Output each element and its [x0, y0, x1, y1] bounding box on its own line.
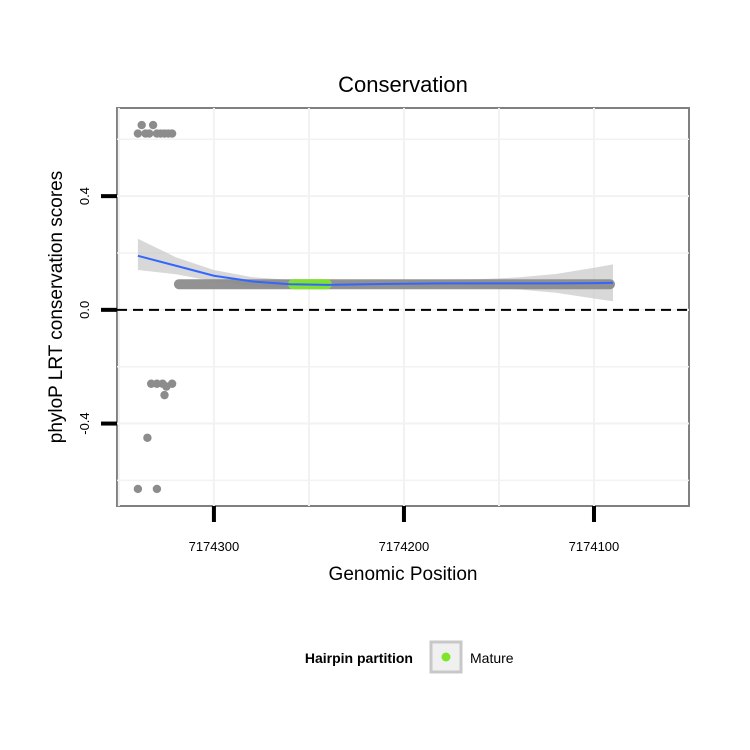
data-point [167, 129, 177, 138]
data-point [133, 484, 143, 494]
data-point [133, 129, 143, 138]
x-tick-label: 7174200 [379, 539, 430, 554]
y-tick-label: 0.0 [77, 301, 92, 319]
x-tick-label: 7174300 [189, 539, 240, 554]
chart-title: Conservation [338, 72, 468, 97]
data-points [133, 120, 177, 494]
smooth-line-path [137, 254, 614, 286]
y-tick-label: 0.4 [77, 187, 92, 205]
data-point [152, 484, 162, 494]
legend-title: Hairpin partition [305, 650, 413, 666]
data-point [167, 379, 177, 388]
smooth-line [137, 254, 614, 286]
data-point [145, 129, 154, 138]
y-tick-label: -0.4 [77, 412, 92, 434]
legend-label-mature: Mature [470, 650, 514, 666]
x-axis-label: Genomic Position [329, 564, 478, 585]
axis-ticks: 7174300 7174200 7174100 0.4 0.0 -0.4 [77, 187, 619, 554]
legend-key-mature [441, 652, 451, 662]
grid-lines [117, 108, 689, 506]
data-point [160, 390, 169, 400]
legend: Hairpin partition Mature [305, 640, 514, 674]
data-point [143, 433, 152, 442]
data-point [148, 120, 158, 130]
y-axis-label: phyloP LRT conservation scores [46, 171, 67, 444]
data-point [137, 120, 146, 130]
x-tick-label: 7174100 [569, 539, 620, 554]
